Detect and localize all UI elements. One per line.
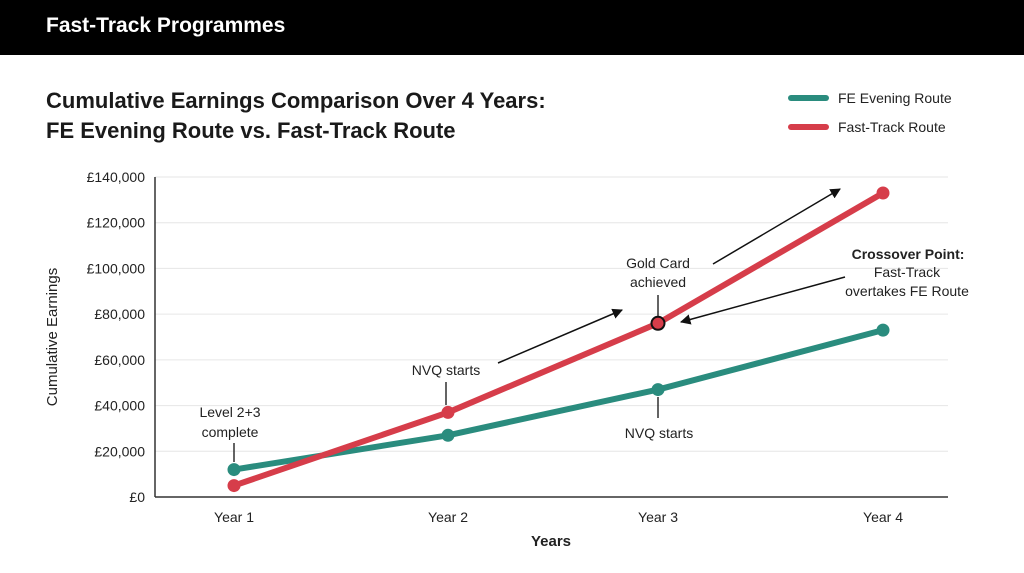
x-axis-label: Years bbox=[531, 533, 571, 550]
y-tick-label: £80,000 bbox=[94, 306, 145, 322]
data-point bbox=[876, 323, 890, 337]
x-tick-label: Year 2 bbox=[428, 509, 468, 525]
data-point bbox=[651, 383, 665, 397]
top-bar: Fast-Track Programmes bbox=[0, 0, 1024, 55]
annotation-level-text: Level 2+3 bbox=[199, 404, 260, 420]
data-point bbox=[227, 463, 241, 477]
y-tick-label: £100,000 bbox=[87, 260, 146, 276]
annotation-crossover-text: overtakes FE Route bbox=[845, 283, 969, 299]
x-tick-label: Year 4 bbox=[863, 509, 903, 525]
annotation-crossover-text: Fast-Track bbox=[874, 264, 941, 280]
chart-title-line-2: FE Evening Route vs. Fast-Track Route bbox=[46, 118, 456, 143]
y-axis-label: Cumulative Earnings bbox=[44, 268, 61, 406]
x-tick-label: Year 1 bbox=[214, 509, 254, 525]
annotation-nvq-fe: NVQ starts bbox=[625, 425, 693, 441]
annotation-level-text: complete bbox=[202, 424, 259, 440]
legend-label: Fast-Track Route bbox=[838, 119, 946, 135]
data-point bbox=[441, 405, 455, 419]
x-tick-label: Year 3 bbox=[638, 509, 678, 525]
data-point bbox=[876, 186, 890, 200]
arrow bbox=[679, 276, 846, 325]
y-tick-label: £120,000 bbox=[87, 215, 146, 231]
data-point bbox=[441, 428, 455, 442]
y-tick-label: £140,000 bbox=[87, 169, 146, 185]
series-line-fast-track bbox=[233, 190, 885, 489]
data-point bbox=[227, 479, 241, 493]
slide-header-title: Fast-Track Programmes bbox=[46, 14, 286, 37]
y-tick-label: £40,000 bbox=[94, 398, 145, 414]
annotation-crossover-title: Crossover Point: bbox=[852, 246, 965, 262]
y-tick-label: £60,000 bbox=[94, 352, 145, 368]
arrow bbox=[497, 308, 623, 364]
chart-title-line-1: Cumulative Earnings Comparison Over 4 Ye… bbox=[46, 88, 546, 113]
annotation-gold-card: achieved bbox=[630, 274, 686, 290]
y-tick-label: £20,000 bbox=[94, 443, 145, 459]
annotation-gold-card: Gold Card bbox=[626, 255, 690, 271]
series-line-fe-evening bbox=[233, 327, 884, 473]
crossover-marker bbox=[650, 315, 666, 331]
arrow bbox=[712, 188, 841, 265]
chart-title: Cumulative Earnings Comparison Over 4 Ye… bbox=[46, 86, 546, 146]
annotation-nvq-fast-track: NVQ starts bbox=[412, 362, 480, 378]
legend-label: FE Evening Route bbox=[838, 90, 952, 106]
y-tick-label: £0 bbox=[129, 489, 145, 505]
